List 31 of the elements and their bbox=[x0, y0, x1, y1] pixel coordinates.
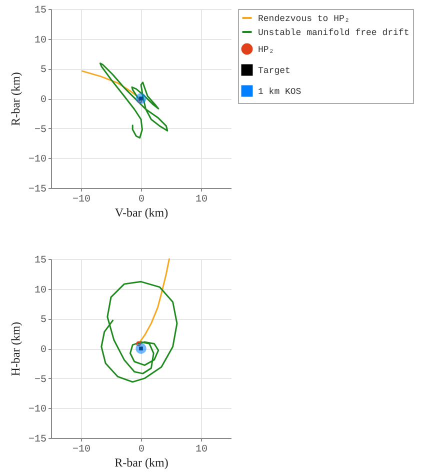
legend-label: Rendezvous to HP₂ bbox=[258, 14, 350, 24]
x-tick-label: 0 bbox=[138, 444, 145, 456]
legend-label: Unstable manifold free drift bbox=[258, 28, 410, 38]
x-tick-label: −10 bbox=[72, 444, 91, 456]
y-tick-label: 15 bbox=[34, 256, 46, 266]
legend-label: 1 km KOS bbox=[258, 87, 302, 97]
y-tick-label: 0 bbox=[40, 345, 46, 356]
legend-label: Target bbox=[258, 66, 290, 76]
y-tick-label: 5 bbox=[40, 315, 46, 326]
y-axis-title: R-bar (km) bbox=[8, 72, 22, 126]
line-series bbox=[100, 280, 178, 383]
x-axis-title: R-bar (km) bbox=[114, 456, 168, 470]
x-axis-title: V-bar (km) bbox=[114, 206, 168, 220]
y-tick-label: 5 bbox=[40, 65, 46, 76]
x-tick-label: 10 bbox=[195, 194, 208, 206]
y-tick-label: 0 bbox=[40, 95, 46, 106]
x-tick-label: 0 bbox=[138, 194, 145, 206]
y-tick-label: 15 bbox=[34, 6, 46, 16]
y-tick-label: −15 bbox=[28, 184, 46, 196]
y-tick-label: −5 bbox=[34, 124, 46, 136]
y-tick-label: 10 bbox=[34, 35, 46, 46]
x-tick-label: −10 bbox=[72, 194, 91, 206]
x-tick-label: 10 bbox=[195, 444, 208, 456]
y-tick-label: −10 bbox=[28, 154, 46, 166]
y-tick-label: −15 bbox=[28, 434, 46, 446]
y-tick-label: −10 bbox=[28, 404, 46, 416]
line-series bbox=[99, 62, 168, 139]
y-tick-label: 10 bbox=[34, 285, 46, 296]
legend-label: HP₂ bbox=[258, 45, 274, 55]
y-axis-title: H-bar (km) bbox=[8, 322, 22, 376]
y-tick-label: −5 bbox=[34, 374, 46, 386]
